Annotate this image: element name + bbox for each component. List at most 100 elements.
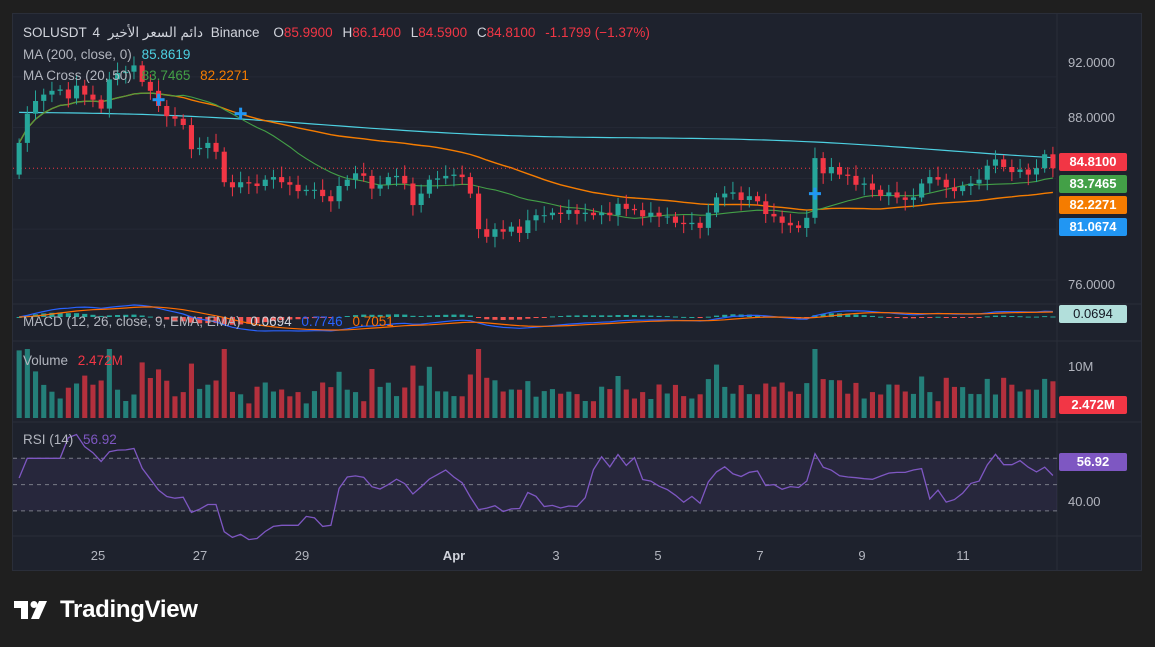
macd-histogram-bar — [467, 315, 473, 317]
volume-bar — [459, 396, 465, 418]
volume-bar — [229, 391, 235, 418]
candle-body — [631, 208, 637, 211]
macd-histogram-bar — [1033, 316, 1039, 318]
candle-body — [205, 142, 211, 148]
candle-body — [853, 175, 859, 185]
chart-frame[interactable]: SOLUSDT 4 دائم السعر الأخير Binance O85.… — [12, 13, 1142, 571]
candle-body — [262, 179, 268, 186]
candle-body — [525, 220, 531, 233]
macd-histogram-bar — [443, 314, 449, 317]
candle-body — [574, 210, 580, 214]
chart-canvas[interactable] — [13, 14, 1141, 570]
candle-body — [467, 177, 473, 194]
volume-bar — [845, 393, 851, 418]
macd-histogram-bar — [353, 315, 359, 317]
candle-body — [106, 79, 112, 109]
volume-bar — [254, 386, 260, 418]
volume-bar — [246, 403, 252, 418]
close-label: C — [476, 25, 487, 40]
volume-bar — [451, 396, 457, 418]
candle-body — [615, 203, 621, 216]
candle-body — [1017, 169, 1023, 172]
macd-histogram-bar — [476, 317, 482, 318]
macd-histogram-bar — [828, 313, 834, 317]
time-tick: 25 — [90, 548, 106, 563]
volume-bar — [533, 396, 539, 418]
volume-bar — [221, 349, 227, 418]
volume-bar — [927, 392, 933, 418]
macd-histogram-bar — [435, 315, 441, 317]
macd-histogram-bar — [951, 317, 957, 318]
macd-histogram-bar — [82, 313, 88, 317]
candle-body — [213, 142, 219, 152]
macd-histogram-bar — [853, 314, 859, 317]
candle-body — [722, 193, 728, 198]
volume-legend[interactable]: Volume 2.472M — [23, 352, 129, 369]
macd-histogram-bar — [106, 315, 112, 317]
macd-histogram-bar — [1017, 316, 1023, 318]
macd-histogram-bar — [1042, 316, 1048, 318]
volume-bar — [65, 387, 71, 418]
candle-body — [549, 212, 555, 216]
candle-body — [287, 182, 293, 185]
volume-bar — [336, 371, 342, 418]
volume-bar — [295, 392, 301, 418]
macd-histogram-bar — [295, 317, 301, 320]
macd-histogram-bar — [960, 317, 966, 318]
candle-body — [533, 215, 539, 221]
rsi-legend[interactable]: RSI (14) 56.92 — [23, 431, 123, 448]
volume-bar — [197, 388, 203, 418]
macd-histogram-bar — [902, 317, 908, 319]
volume-bar — [180, 392, 186, 418]
macd-histogram-bar — [418, 316, 424, 317]
macd-histogram-bar — [869, 315, 875, 317]
ma-cross-legend[interactable]: MA Cross (20, 50) 83.7465 82.2271 — [23, 67, 255, 84]
candle-body — [984, 165, 990, 180]
macd-hist-value: 0.0694 — [250, 314, 292, 329]
ma-slow-line — [18, 92, 1053, 211]
macd-histogram-bar — [615, 315, 621, 317]
candle-body — [1001, 159, 1007, 167]
macd-histogram-bar — [566, 315, 572, 317]
macd-histogram-bar — [607, 315, 613, 317]
volume-bar — [566, 391, 572, 418]
volume-bar — [156, 369, 162, 418]
macd-histogram-bar — [878, 316, 884, 318]
volume-bar — [147, 378, 153, 418]
ma200-legend[interactable]: MA (200, close, 0) 85.8619 — [23, 46, 196, 63]
candle-body — [517, 226, 523, 233]
macd-histogram-bar — [582, 315, 588, 317]
volume-bar — [738, 385, 744, 418]
macd-legend[interactable]: MACD (12, 26, close, 9, EMA, EMA) 0.0694… — [23, 313, 400, 330]
candle-body — [582, 212, 588, 214]
candle-body — [377, 184, 383, 189]
candle-body — [238, 182, 244, 188]
interval-label: 4 — [92, 25, 101, 40]
candle-body — [435, 178, 441, 180]
candle-body — [1042, 154, 1048, 169]
candle-body — [303, 189, 309, 192]
macd-histogram-bar — [336, 317, 342, 318]
volume-bar — [410, 365, 416, 418]
candle-body — [24, 113, 30, 143]
candle-body — [443, 175, 449, 179]
candle-body — [508, 226, 514, 232]
volume-bar — [755, 394, 761, 418]
volume-bar — [320, 382, 326, 418]
macd-histogram-bar — [500, 317, 506, 320]
volume-bar — [796, 393, 802, 418]
volume-bar — [590, 401, 596, 418]
macd-histogram-bar — [238, 317, 244, 325]
tradingview-logo[interactable]: TradingView — [14, 595, 198, 625]
symbol-legend: SOLUSDT 4 دائم السعر الأخير Binance O85.… — [23, 24, 656, 41]
candle-body — [57, 89, 63, 91]
macd-histogram-bar — [533, 317, 539, 318]
candle-body — [426, 179, 432, 194]
open-value: 85.9900 — [283, 25, 333, 40]
volume-bar — [508, 389, 514, 418]
macd-histogram-bar — [320, 317, 326, 318]
symbol-name[interactable]: SOLUSDT — [23, 25, 87, 40]
volume-bar — [705, 379, 711, 418]
volume-bar — [672, 384, 678, 418]
rsi-line — [18, 433, 1054, 541]
